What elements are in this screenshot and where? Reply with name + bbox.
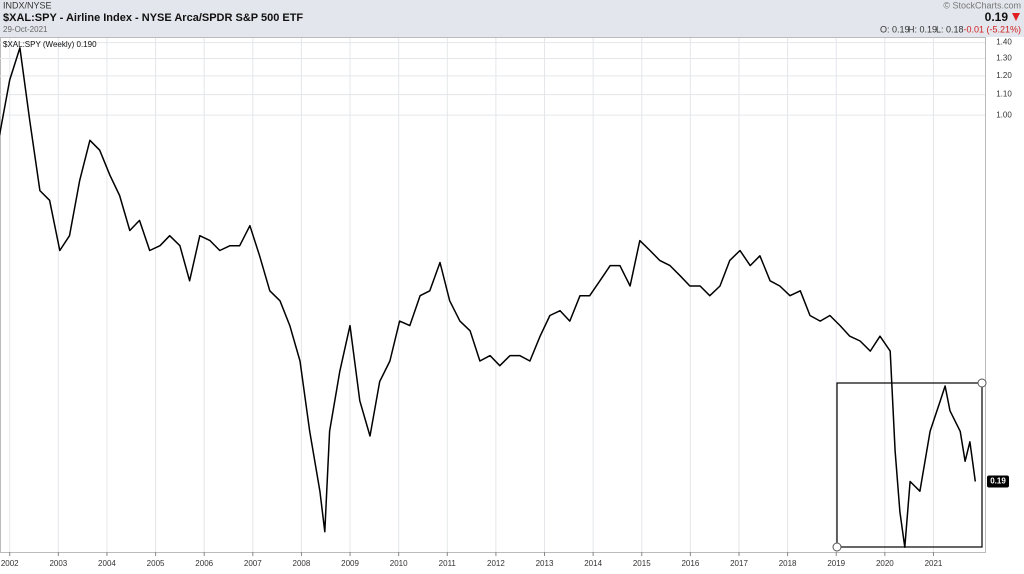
high: H: 0.19 xyxy=(908,24,937,34)
date: 29-Oct-2021 xyxy=(3,25,48,34)
low: L: 0.18 xyxy=(936,24,964,34)
last-value-label: 0.19 xyxy=(990,477,1006,486)
x-tick-label: 2002 xyxy=(1,559,19,568)
x-tick-label: 2013 xyxy=(536,559,554,568)
plot-frame xyxy=(0,37,986,553)
plot xyxy=(0,38,985,552)
x-tick-label: 2009 xyxy=(341,559,359,568)
last-price: 0.19 xyxy=(985,10,1009,24)
x-tick-label: 2014 xyxy=(584,559,602,568)
x-tick-label: 2010 xyxy=(390,559,408,568)
exchange: INDX/NYSE xyxy=(3,0,52,10)
open: O: 0.19 xyxy=(880,24,910,34)
x-tick-label: 2018 xyxy=(779,559,797,568)
y-tick-label: 1.00 xyxy=(996,110,1012,119)
x-tick-label: 2021 xyxy=(925,559,943,568)
annotation-handle xyxy=(977,378,987,388)
x-tick-label: 2017 xyxy=(730,559,748,568)
x-tick-label: 2007 xyxy=(244,559,262,568)
x-tick-label: 2020 xyxy=(876,559,894,568)
x-tick-label: 2006 xyxy=(195,559,213,568)
header-bg xyxy=(0,0,1024,37)
x-tick-label: 2005 xyxy=(147,559,165,568)
x-tick-label: 2015 xyxy=(633,559,651,568)
annotation-handle xyxy=(832,542,842,552)
annotation-box xyxy=(836,382,983,548)
x-tick-label: 2019 xyxy=(827,559,845,568)
down-arrow xyxy=(1012,13,1020,21)
y-tick-label: 1.20 xyxy=(996,71,1012,80)
legend: $XAL:SPY (Weekly) 0.190 xyxy=(3,40,97,49)
last-value-box xyxy=(987,475,1009,488)
x-tick-label: 2012 xyxy=(487,559,505,568)
x-tick-label: 2016 xyxy=(681,559,699,568)
copyright: © StockCharts.com xyxy=(943,0,1021,10)
x-tick-label: 2011 xyxy=(439,559,457,568)
line xyxy=(0,47,977,548)
chart-title: $XAL:SPY - Airline Index - NYSE Arca/SPD… xyxy=(3,12,303,24)
x-tick-label: 2008 xyxy=(293,559,311,568)
y-tick-label: 1.30 xyxy=(996,54,1012,63)
change: -0.01 (-5.21%) xyxy=(963,24,1021,34)
y-tick-label: 1.10 xyxy=(996,90,1012,99)
y-tick-label: 1.40 xyxy=(996,38,1012,47)
x-tick-label: 2003 xyxy=(49,559,67,568)
x-tick-label: 2004 xyxy=(98,559,116,568)
